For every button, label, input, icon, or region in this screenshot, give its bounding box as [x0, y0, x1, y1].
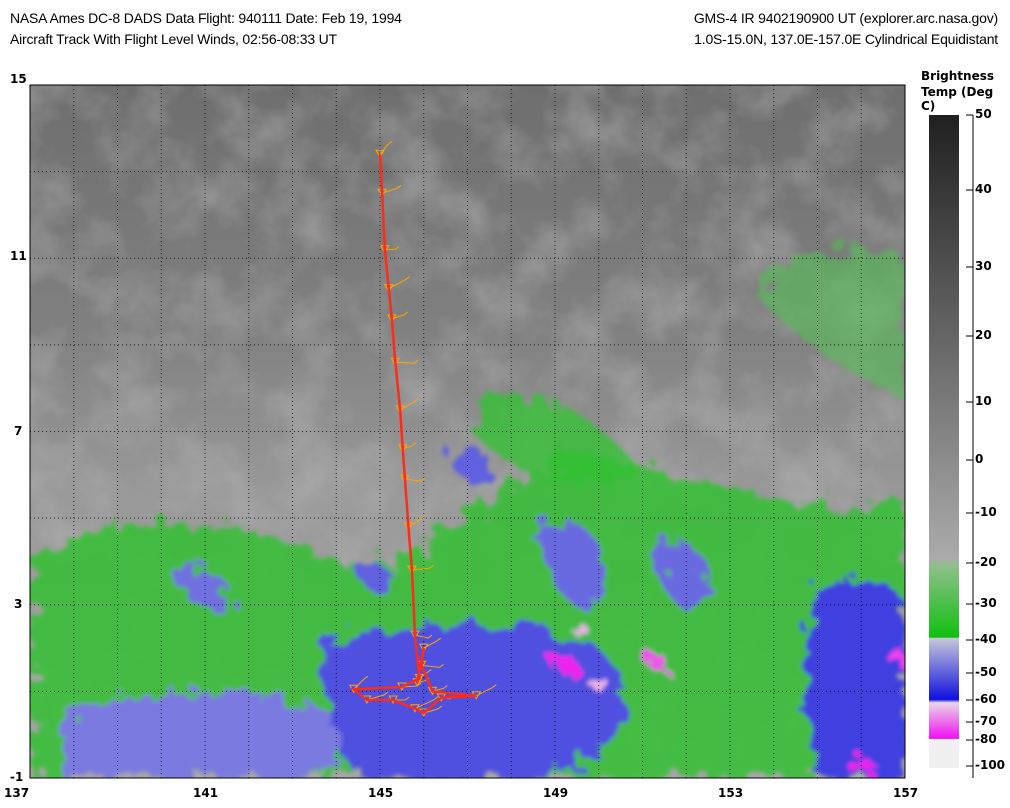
lon-label-145: 145 [368, 786, 394, 800]
lat-label-minus1: -1 [10, 770, 24, 784]
colorbar-tick-label: -100 [975, 758, 1006, 772]
map-frame [29, 84, 906, 779]
lon-label-137: 137 [4, 786, 30, 800]
wind-barb [418, 637, 442, 653]
colorbar-tick-label: -30 [975, 596, 997, 610]
colorbar-tick-label: -20 [975, 555, 997, 569]
colorbar-title-2: Temp (Deg C) [921, 85, 994, 113]
colorbar-tick-label: -80 [975, 732, 997, 746]
satellite-image [30, 85, 905, 778]
colorbar-tick-label: 10 [975, 394, 992, 408]
colorbar-tick-label: -40 [975, 632, 997, 646]
colorbar-tick-label: 30 [975, 259, 992, 273]
colorbar-tick-label: 0 [975, 452, 984, 466]
title-right-1: GMS-4 IR 9402190900 UT (explorer.arc.nas… [693, 10, 998, 26]
colorbar-tick-label: -10 [975, 505, 997, 519]
colorbar-tick-label: 50 [975, 107, 992, 121]
title-left-1: NASA Ames DC-8 DADS Data Flight: 940111 … [10, 10, 402, 26]
lon-label-149: 149 [543, 786, 569, 800]
colorbar-title-1: Brightness [921, 69, 995, 83]
colorbar-tick-label: -70 [975, 714, 997, 728]
lon-label-141: 141 [193, 786, 219, 800]
lat-label-11: 11 [10, 249, 27, 263]
colorbar-tick-label: 20 [975, 328, 992, 342]
title-right-2: 1.0S-15.0N, 137.0E-157.0E Cylindrical Eq… [694, 31, 998, 47]
lon-label-153: 153 [718, 786, 744, 800]
lon-label-157: 157 [893, 786, 919, 800]
lat-label-7: 7 [14, 424, 23, 438]
colorbar [929, 115, 959, 768]
title-left-2: Aircraft Track With Flight Level Winds, … [10, 31, 337, 47]
lat-label-3: 3 [14, 597, 23, 611]
colorbar-tick-label: 40 [975, 182, 992, 196]
aircraft-track [350, 154, 477, 715]
colorbar-tick-label: -50 [975, 665, 997, 679]
lat-label-15: 15 [10, 72, 27, 86]
colorbar-tick-label: -60 [975, 692, 997, 706]
wind-barb [375, 140, 393, 159]
